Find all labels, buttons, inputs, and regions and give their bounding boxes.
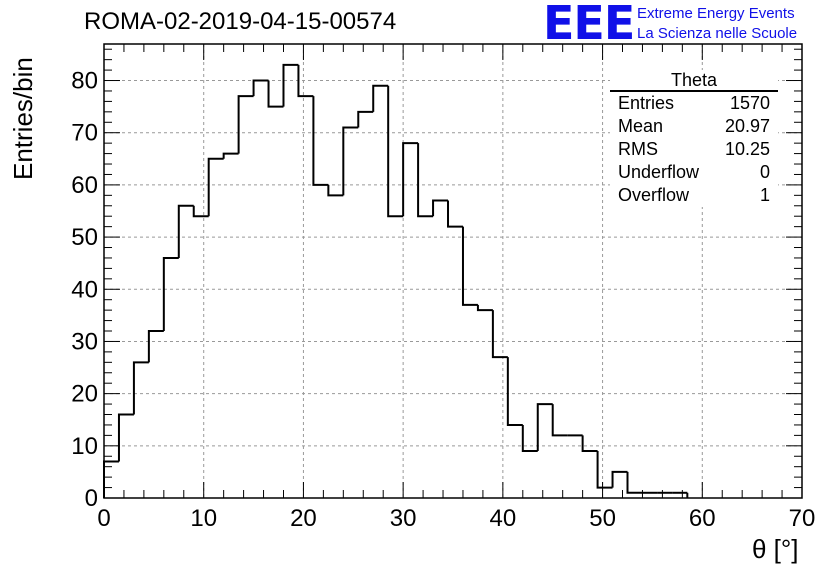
histogram-bin (447, 200, 463, 228)
y-tick-label: 0 (85, 485, 98, 512)
histogram-bin (117, 413, 134, 462)
stats-row: Overflow 1 (610, 184, 778, 207)
stats-value: 10.25 (724, 139, 770, 159)
y-tick-label: 50 (71, 224, 98, 251)
histogram-bin (267, 80, 284, 108)
histogram-bin (252, 79, 269, 97)
x-tick-label: 0 (97, 505, 110, 532)
histogram-bin (162, 256, 179, 332)
stats-value: 1570 (729, 93, 770, 113)
y-tick-label: 30 (71, 328, 98, 355)
histogram-bin (147, 330, 164, 363)
stats-label: Mean (618, 116, 664, 136)
stats-value: 1 (759, 185, 770, 205)
histogram-bin (581, 435, 598, 453)
x-tick-label: 40 (490, 505, 517, 532)
histogram-bin (327, 184, 344, 197)
y-tick-label: 10 (71, 433, 98, 460)
histogram-bin (551, 404, 568, 437)
stats-value: 0 (759, 162, 770, 182)
histogram-bin (417, 143, 434, 218)
histogram-bin (237, 95, 254, 154)
stats-row: RMS 10.25 (610, 138, 778, 161)
x-tick-label: 60 (689, 505, 716, 532)
stats-label: Entries (618, 93, 675, 113)
logo-line-2: La Scienza nelle Scuole (637, 25, 798, 42)
x-tick-label: 10 (190, 505, 217, 532)
histogram-bin (282, 63, 299, 107)
x-tick-label: 50 (589, 505, 616, 532)
histogram-bin (222, 152, 239, 159)
histogram-bin (506, 357, 523, 426)
histogram-bin (521, 424, 538, 453)
y-tick-label: 40 (71, 276, 98, 303)
histogram-bin (342, 126, 359, 196)
x-tick-label: 20 (290, 505, 317, 532)
histogram-bin (207, 157, 224, 217)
histogram-bin (626, 471, 643, 494)
histogram-bin (297, 64, 314, 98)
stats-row: Entries 1570 (610, 92, 778, 115)
stats-value: 20.97 (724, 116, 770, 136)
logo-caption: Extreme Energy Events La Scienza nelle S… (637, 4, 797, 44)
histogram-bin (461, 226, 478, 306)
histogram-bin (536, 403, 553, 452)
y-tick-label: 80 (71, 68, 98, 95)
stats-box: Theta Entries 1570 Mean 20.97 RMS 10.25 Underf… (610, 70, 778, 207)
stats-label: Overflow (618, 185, 690, 205)
plot-frame (103, 43, 803, 499)
y-tick-label: 20 (71, 381, 98, 408)
eee-logo: EEE (543, 0, 635, 50)
x-tick-label: 70 (789, 505, 816, 532)
histogram-bin (312, 96, 329, 186)
histogram-bin (611, 470, 628, 488)
chart-title: ROMA-02-2019-04-15-00574 (84, 8, 397, 35)
stats-rows: Entries 1570 Mean 20.97 RMS 10.25 Underflow 0 Ov… (610, 92, 778, 207)
x-tick-label: 30 (390, 505, 417, 532)
histogram-bin (476, 304, 493, 312)
stats-label: RMS (618, 139, 658, 159)
histogram-bin (192, 205, 209, 218)
histogram-bin (596, 451, 613, 489)
histogram-bin (432, 199, 449, 217)
histogram-bin (402, 142, 419, 217)
x-axis-label: θ [°] (752, 534, 799, 564)
y-tick-label: 60 (71, 172, 98, 199)
histogram-bin (177, 204, 194, 258)
stats-title: Theta (610, 70, 778, 92)
histogram-bin (372, 84, 389, 112)
stats-label: Underflow (618, 162, 700, 182)
y-tick-label: 70 (71, 120, 98, 147)
logo-line-1: Extreme Energy Events (637, 5, 795, 22)
stats-row: Mean 20.97 (610, 115, 778, 138)
stats-row: Underflow 0 (610, 161, 778, 184)
histogram-bin (132, 361, 149, 415)
y-axis-label: Entries/bin (8, 57, 38, 180)
histogram-bin (357, 110, 374, 128)
histogram-bin (491, 310, 508, 359)
histogram-bin (387, 85, 404, 218)
